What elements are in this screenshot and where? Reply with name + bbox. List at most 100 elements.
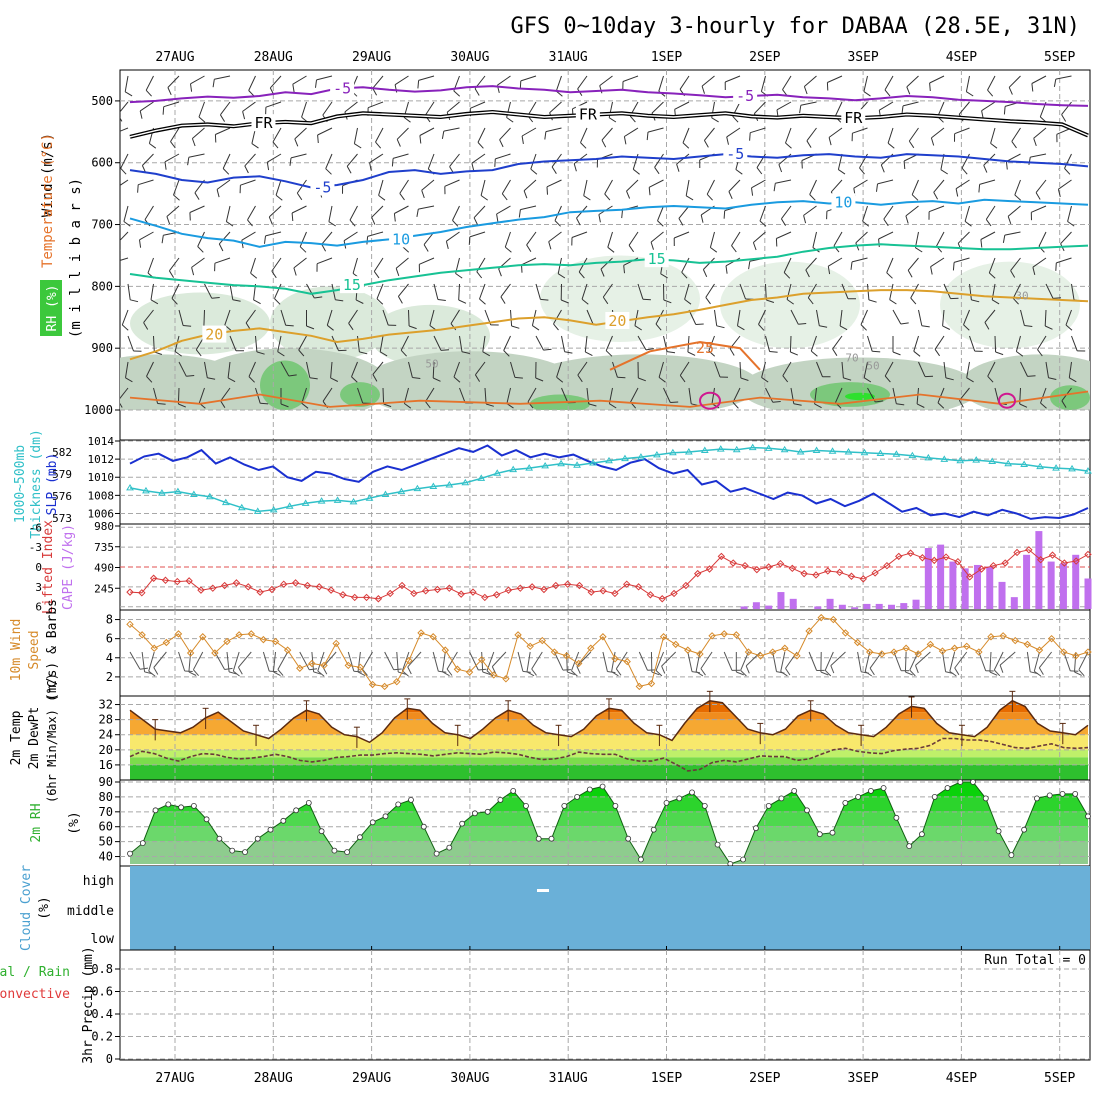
wind-barb-feather	[905, 215, 909, 224]
wind-barb-feather	[526, 244, 532, 252]
wind-barb	[1068, 361, 1072, 378]
wind-barb	[164, 153, 180, 163]
wind-barb	[732, 387, 741, 403]
wind-barb	[556, 361, 562, 378]
wind-barb-feather	[150, 299, 159, 305]
wind-barb	[906, 75, 919, 88]
lifted-index-point	[895, 552, 903, 561]
wind-barb-feather	[978, 184, 981, 193]
wind-barb-feather	[782, 375, 789, 383]
wind-barb	[916, 387, 919, 404]
wind-barb	[765, 283, 767, 301]
rh-contour-label: 50	[866, 359, 879, 372]
wind-speed-point	[211, 649, 219, 657]
wind-barb-feather	[883, 218, 889, 227]
rh-point	[880, 785, 887, 791]
rh-point	[663, 800, 670, 806]
wind-barb-feather	[685, 195, 694, 201]
lifted-index-point	[930, 556, 938, 565]
thickness-point	[189, 490, 198, 498]
thickness-point	[493, 469, 502, 476]
wind-barb-feather	[1033, 138, 1037, 147]
li-series	[126, 546, 1092, 603]
wind-barb	[147, 257, 154, 274]
thickness-point	[429, 482, 438, 489]
wind-barb	[892, 387, 897, 404]
wind-barb-feather	[863, 91, 871, 97]
wind-barb-feather	[759, 220, 767, 227]
isotherm-label: 10	[392, 230, 410, 248]
wind-barb-feather	[766, 299, 775, 303]
wind-barb	[120, 127, 129, 132]
wind-barb	[731, 231, 741, 246]
rh-point	[318, 828, 325, 835]
wind-barb-feather	[232, 299, 241, 302]
rh-point	[497, 797, 504, 803]
lifted-index-point	[280, 580, 288, 588]
wind-barb-feather	[402, 246, 410, 253]
wind-barb-feather	[455, 273, 463, 279]
wind-barb	[580, 127, 588, 143]
lifted-index-point	[883, 561, 891, 570]
wind-speed-point	[199, 633, 207, 641]
wind-barb-feather	[174, 351, 182, 357]
wind10m-panel: 2 4 6 8 10m Wind Speed (m/s) & Barbs	[9, 599, 1092, 701]
wind-barb-feather	[995, 351, 1004, 356]
wind-barb	[942, 309, 945, 326]
wind-barb	[953, 257, 970, 263]
wind-barb-feather	[803, 86, 808, 95]
wind-speed-point	[878, 650, 886, 658]
wind-barb	[453, 361, 460, 378]
wind-barb-feather	[557, 273, 566, 279]
wind-barb	[244, 153, 256, 167]
wind-barb-feather	[288, 374, 297, 377]
wind-speed-point	[938, 647, 947, 655]
wind-barb-feather	[780, 671, 788, 677]
wind-barb	[419, 257, 435, 265]
tick-label: 40	[99, 850, 113, 864]
tick-label: 600	[91, 156, 113, 170]
wind-barb-feather	[247, 219, 253, 227]
wind-barb-feather	[758, 324, 765, 331]
wind-barb	[372, 361, 384, 375]
cape-bar	[826, 598, 834, 609]
day-label-top: 28AUG	[254, 50, 293, 65]
wind-barb	[628, 231, 639, 246]
tick-label: 800	[91, 279, 113, 293]
wind-barb	[612, 361, 618, 378]
thickness-point	[828, 447, 837, 454]
wind-speed-point	[320, 661, 328, 670]
day-label-bottom: 5SEP	[1044, 1071, 1075, 1086]
wind-barb	[810, 335, 817, 352]
millibars-axis-label: (m i l l i b a r s)	[68, 178, 84, 338]
rh-point	[408, 797, 414, 803]
wind-barb	[400, 335, 409, 351]
isotherm-label: FR	[579, 106, 598, 124]
temperature-axis-label: Temperature (°C)	[40, 133, 56, 268]
wind-barb-feather	[473, 217, 479, 226]
slp-series	[126, 443, 1092, 520]
wind-barb-feather	[1057, 189, 1061, 198]
wind-barb-feather	[1037, 349, 1043, 357]
wind-barb	[658, 75, 664, 92]
wind-barb	[382, 309, 389, 326]
rh-point	[510, 788, 517, 794]
rh-contour-label: 50	[425, 358, 438, 371]
wind-barb-feather	[453, 376, 461, 383]
rh-point	[855, 794, 861, 800]
lifted-index-point	[717, 552, 726, 561]
wind-barb	[121, 309, 129, 326]
wind-barb-feather	[372, 374, 378, 382]
wind-barb-feather	[321, 244, 327, 252]
wind-barb-feather	[878, 238, 880, 248]
wind-barb-feather	[251, 143, 259, 149]
wind-barb	[883, 205, 894, 220]
wind-barb	[459, 335, 463, 352]
wind-barb	[229, 335, 237, 351]
wind-barb	[1012, 283, 1021, 299]
wind-barb-feather	[256, 351, 265, 355]
wind-barb	[576, 651, 592, 667]
wind-barb-feather	[162, 106, 165, 115]
wind-barb	[954, 651, 968, 669]
wind-barb	[248, 361, 256, 377]
